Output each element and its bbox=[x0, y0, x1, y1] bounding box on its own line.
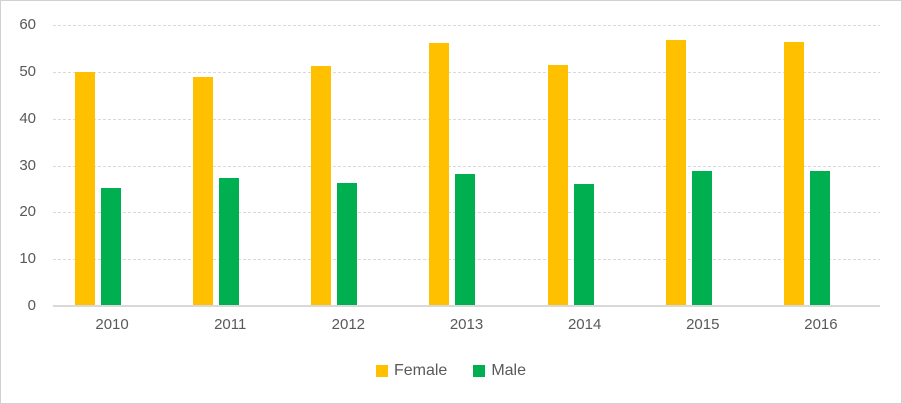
legend-label: Female bbox=[393, 362, 448, 379]
bar-female-2011 bbox=[193, 76, 214, 305]
bar-female-2014 bbox=[547, 64, 568, 305]
bar-male-2015 bbox=[691, 170, 712, 305]
bar-male-2016 bbox=[809, 171, 830, 305]
legend-item-female: Female bbox=[375, 362, 448, 380]
y-tick-label: 10 bbox=[19, 250, 36, 268]
x-axis-line bbox=[53, 305, 880, 307]
gridline-50 bbox=[53, 71, 880, 73]
bar-female-2015 bbox=[665, 39, 686, 305]
y-tick-label: 60 bbox=[19, 16, 36, 33]
legend-label: Male bbox=[491, 362, 527, 379]
bar-male-2010 bbox=[101, 187, 121, 305]
x-tick-label-2010: 2010 bbox=[95, 316, 129, 333]
y-tick-label: 40 bbox=[19, 109, 36, 127]
legend-item-male: Male bbox=[473, 362, 526, 380]
x-tick-label-2013: 2013 bbox=[449, 316, 484, 333]
legend-swatch-icon bbox=[375, 365, 388, 377]
y-tick-label: 30 bbox=[19, 156, 36, 174]
legend: Female Male bbox=[1, 362, 901, 380]
y-tick-label: 20 bbox=[19, 203, 36, 221]
y-tick-label: 50 bbox=[19, 62, 36, 80]
bar-female-2010 bbox=[75, 71, 95, 305]
bar-male-2013 bbox=[455, 174, 476, 305]
x-tick-label-2016: 2016 bbox=[804, 316, 838, 333]
x-tick-label-2011: 2011 bbox=[214, 316, 247, 333]
gridline-30 bbox=[53, 165, 880, 167]
bar-male-2014 bbox=[573, 184, 594, 305]
bar-male-2011 bbox=[219, 177, 240, 305]
plot-area bbox=[53, 25, 880, 307]
legend-swatch-icon bbox=[473, 365, 486, 377]
x-tick-label-2014: 2014 bbox=[567, 316, 602, 333]
x-tick-label-2015: 2015 bbox=[686, 316, 720, 333]
bar-female-2012 bbox=[311, 66, 332, 305]
y-tick-label: 0 bbox=[27, 297, 36, 314]
bar-female-2013 bbox=[429, 43, 450, 305]
bar-male-2012 bbox=[337, 182, 358, 305]
gridline-60 bbox=[53, 25, 880, 26]
bar-female-2016 bbox=[783, 41, 804, 305]
gridline-40 bbox=[53, 118, 880, 120]
x-tick-label-2012: 2012 bbox=[331, 316, 366, 333]
